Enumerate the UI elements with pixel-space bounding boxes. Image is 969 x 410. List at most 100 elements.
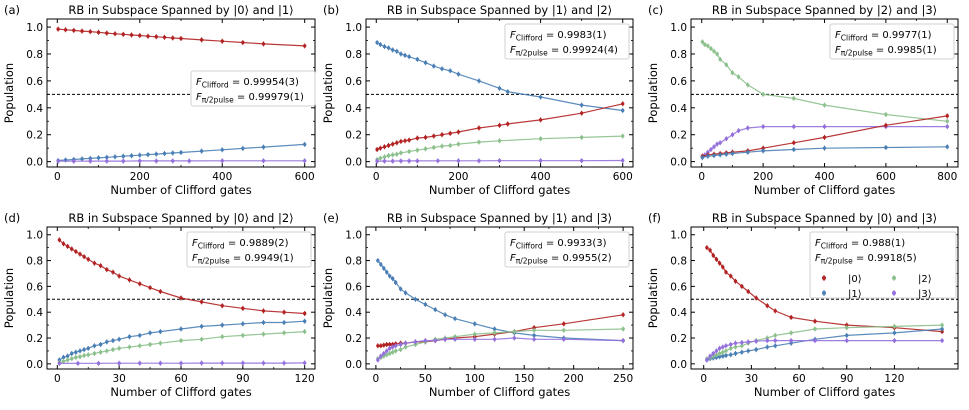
data-point <box>78 355 81 358</box>
y-tick-label: 0.0 <box>26 359 43 371</box>
data-point <box>823 146 826 149</box>
data-point <box>282 311 285 314</box>
data-point <box>813 339 816 342</box>
data-point <box>823 136 826 139</box>
data-point <box>884 146 887 149</box>
data-point <box>884 113 887 116</box>
data-point <box>414 340 417 343</box>
legend-marker <box>822 276 826 280</box>
data-point <box>385 270 388 273</box>
data-point <box>453 317 456 320</box>
data-point <box>138 34 141 37</box>
data-point <box>721 351 724 354</box>
data-point <box>159 290 162 293</box>
data-point <box>432 134 435 137</box>
data-point <box>940 339 943 342</box>
data-point <box>72 160 75 163</box>
data-point <box>179 37 182 40</box>
data-point <box>93 344 96 347</box>
data-point <box>845 326 848 329</box>
data-point <box>789 331 792 334</box>
data-point <box>146 35 149 38</box>
data-point <box>82 255 85 258</box>
data-point <box>74 250 77 253</box>
data-point <box>725 153 728 156</box>
data-point <box>399 343 402 346</box>
data-point <box>383 159 386 162</box>
data-point <box>621 339 624 342</box>
data-point <box>241 361 244 364</box>
data-point <box>200 361 203 364</box>
data-point <box>375 41 378 44</box>
data-point <box>138 334 141 337</box>
panel-title: RB in Subspace Spanned by |1⟩ and |3⟩ <box>387 211 612 225</box>
data-point <box>737 129 740 132</box>
x-tick-label: 60 <box>174 373 187 385</box>
x-tick-label: 120 <box>295 373 315 385</box>
data-point <box>200 325 203 328</box>
data-point <box>62 242 65 245</box>
legend-entry-label: |1⟩ <box>848 289 862 300</box>
data-point <box>138 153 141 156</box>
data-point <box>946 125 949 128</box>
x-axis-label: Number of Clifford gates <box>110 183 251 197</box>
data-point <box>792 148 795 151</box>
data-point <box>99 351 102 354</box>
x-axis-label: Number of Clifford gates <box>754 183 895 197</box>
data-point <box>87 353 90 356</box>
x-tick-label: 200 <box>448 171 468 183</box>
legend: FClifford = 0.988(1)Fπ/2pulse = 0.9918(5… <box>810 232 956 300</box>
data-point <box>709 47 712 50</box>
data-point <box>477 140 480 143</box>
data-point <box>122 155 125 158</box>
data-point <box>282 321 285 324</box>
data-point <box>725 63 728 66</box>
data-point <box>774 339 777 342</box>
data-point <box>376 259 379 262</box>
data-point <box>407 55 410 58</box>
y-axis-label: Population <box>646 268 660 328</box>
data-point <box>715 258 718 261</box>
data-point <box>117 361 120 364</box>
data-point <box>792 97 795 100</box>
data-point <box>715 142 718 145</box>
data-point <box>734 345 737 348</box>
y-tick-label: 0.4 <box>670 307 687 319</box>
x-tick-label: 200 <box>130 171 150 183</box>
data-point <box>729 274 732 277</box>
data-point <box>708 354 711 357</box>
legend: FClifford = 0.9933(3)Fπ/2pulse = 0.9955(… <box>505 232 629 267</box>
y-tick-label: 0.8 <box>345 256 362 268</box>
data-point <box>379 157 382 160</box>
data-point <box>387 46 390 49</box>
data-point <box>391 345 394 348</box>
data-point <box>221 148 224 151</box>
data-point <box>701 40 704 43</box>
data-point <box>395 141 398 144</box>
data-point <box>774 334 777 337</box>
data-point <box>498 139 501 142</box>
data-point <box>457 130 460 133</box>
data-point <box>105 156 108 159</box>
y-tick-label: 0.6 <box>670 76 687 88</box>
data-point <box>761 149 764 152</box>
data-point <box>432 146 435 149</box>
data-point <box>580 159 583 162</box>
data-point <box>387 154 390 157</box>
x-tick-label: 0 <box>698 171 705 183</box>
data-point <box>262 42 265 45</box>
data-point <box>774 344 777 347</box>
panel-letter: (d) <box>4 211 20 225</box>
legend: FClifford = 0.9977(1)Fπ/2pulse = 0.9985(… <box>830 24 954 59</box>
data-point <box>155 152 158 155</box>
data-point <box>403 54 406 57</box>
data-point <box>731 152 734 155</box>
data-point <box>391 153 394 156</box>
data-point <box>391 142 394 145</box>
data-point <box>506 122 509 125</box>
x-axis-label: Number of Clifford gates <box>429 183 570 197</box>
data-point <box>539 118 542 121</box>
data-point <box>388 352 391 355</box>
data-point <box>87 258 90 261</box>
